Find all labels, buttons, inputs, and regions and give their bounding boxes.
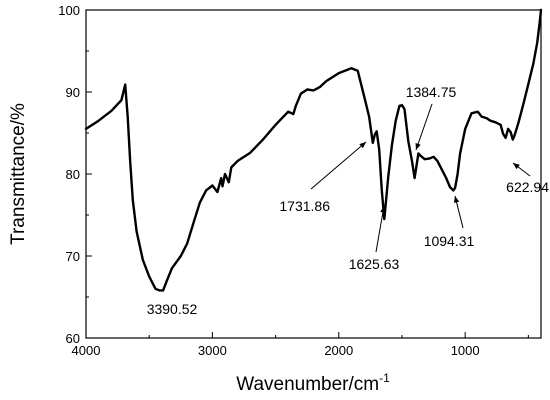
plot-frame: [85, 9, 542, 339]
annotation-arrowhead: [415, 143, 421, 150]
annotation-arrowhead: [380, 206, 386, 213]
y-tick-label: 100: [58, 3, 80, 18]
annotation-arrowhead: [513, 163, 520, 170]
series-line: [84, 8, 543, 292]
annotations-group: 3390.52 1731.86 1625.63 1384.75 1094.31 622.9…: [147, 84, 550, 317]
annotation-label: 1731.86: [279, 198, 330, 214]
annotation-arrow: [310, 141, 367, 190]
annotation-arrowhead: [453, 196, 460, 203]
annotation-label: 1625.63: [349, 256, 400, 272]
y-axis-title: Transmittance/%: [8, 103, 29, 245]
x-tick-label: 2000: [324, 343, 353, 358]
annotation-label: 1094.31: [424, 233, 475, 249]
series-group: [84, 8, 543, 292]
annotation-label: 3390.52: [147, 301, 198, 317]
axis-ticks: 4000 3000 2000 1000 60 70 80 90 100: [58, 3, 529, 358]
y-tick-label: 60: [66, 331, 80, 346]
annotation-label: 622.94: [506, 179, 549, 195]
annotation-label: 1384.75: [406, 84, 457, 100]
annotation-arrow: [375, 205, 385, 253]
y-tick-label: 70: [66, 249, 80, 264]
x-axis-title: Wavenumber/cm-1: [236, 371, 390, 395]
x-tick-label: 4000: [72, 343, 101, 358]
x-tick-label: 3000: [198, 343, 227, 358]
annotation-arrowhead: [359, 142, 366, 149]
x-tick-label: 1000: [451, 343, 480, 358]
y-tick-label: 90: [66, 85, 80, 100]
y-tick-label: 80: [66, 167, 80, 182]
annotation-arrow: [415, 103, 433, 151]
